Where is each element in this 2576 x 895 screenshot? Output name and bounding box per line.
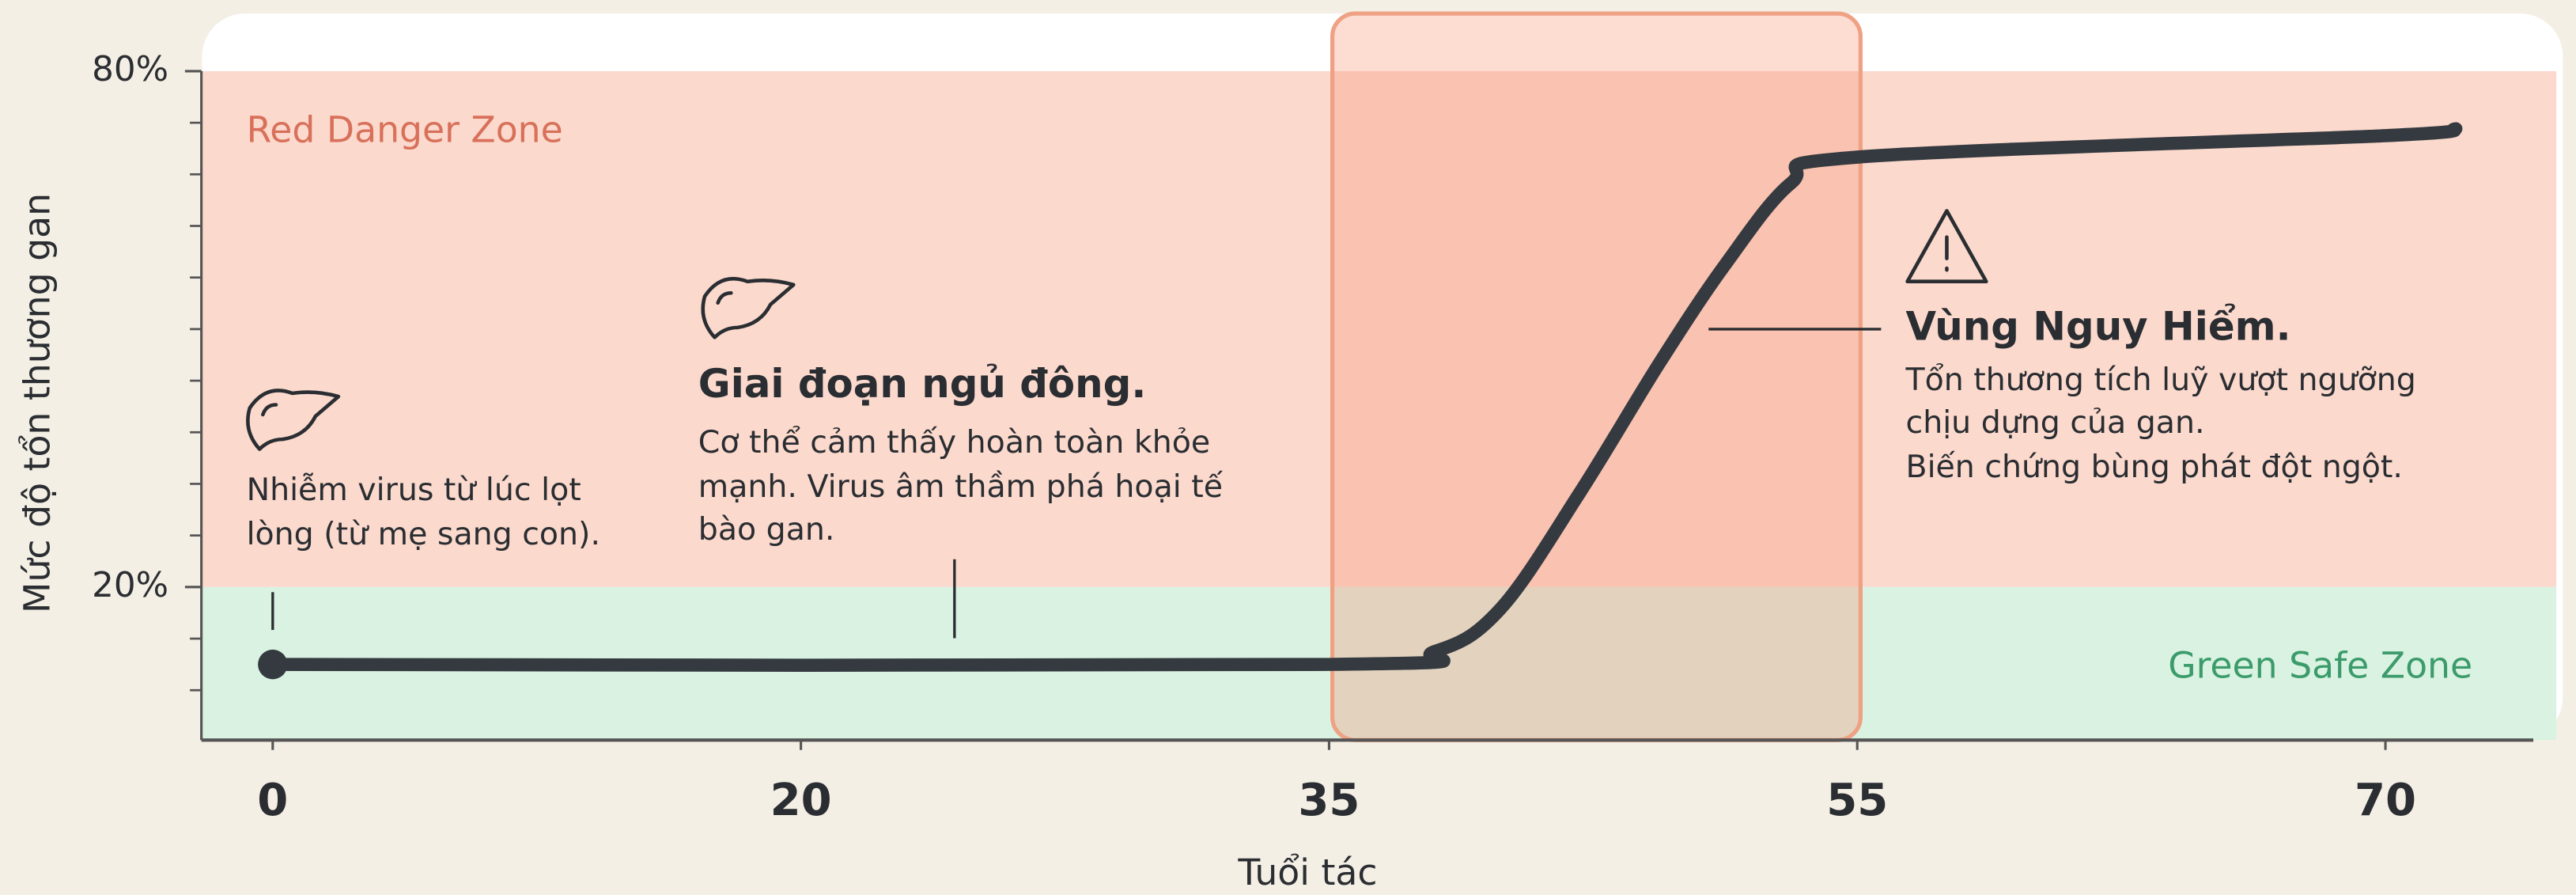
x-tick-label: 20 [770, 775, 832, 826]
annotation-title: Giai đoạn ngủ đông. [698, 361, 1146, 407]
annotation-title: Vùng Nguy Hiểm. [1906, 303, 2291, 349]
highlight-band [1333, 13, 1861, 740]
x-axis-label: Tuổi tác [1237, 851, 1377, 893]
annotation-text: mạnh. Virus âm thầm phá hoại tế [698, 468, 1224, 505]
annotation-text: lòng (từ mẹ sang con). [247, 516, 600, 552]
y-axis-label: Mức độ tổn thương gan [16, 193, 58, 613]
annotation-text: Biến chứng bùng phát đột ngột. [1906, 449, 2403, 485]
annotation-text: Tổn thương tích luỹ vượt ngưỡng [1905, 362, 2416, 398]
x-tick-label: 0 [257, 775, 288, 826]
zone-label: Red Danger Zone [247, 108, 563, 150]
y-tick-label: 20% [92, 566, 168, 605]
chart: Red Danger Zone Green Safe Zone 80% 20% 0 20… [0, 0, 2576, 895]
y-tick-label: 80% [92, 50, 168, 89]
annotation-text: Nhiễm virus từ lúc lọt [247, 472, 581, 508]
annotation-text: bào gan. [698, 511, 835, 548]
annotation-text: chịu dựng của gan. [1906, 404, 2205, 441]
zone-label: Green Safe Zone [2168, 644, 2472, 686]
x-tick-label: 35 [1298, 775, 1360, 826]
x-tick-label: 55 [1826, 775, 1888, 826]
page: Red Danger Zone Green Safe Zone 80% 20% 0 20… [0, 0, 2576, 895]
start-point [258, 650, 287, 679]
x-tick-label: 70 [2355, 775, 2416, 826]
annotation-text: Cơ thể cảm thấy hoàn toàn khỏe [698, 424, 1210, 461]
